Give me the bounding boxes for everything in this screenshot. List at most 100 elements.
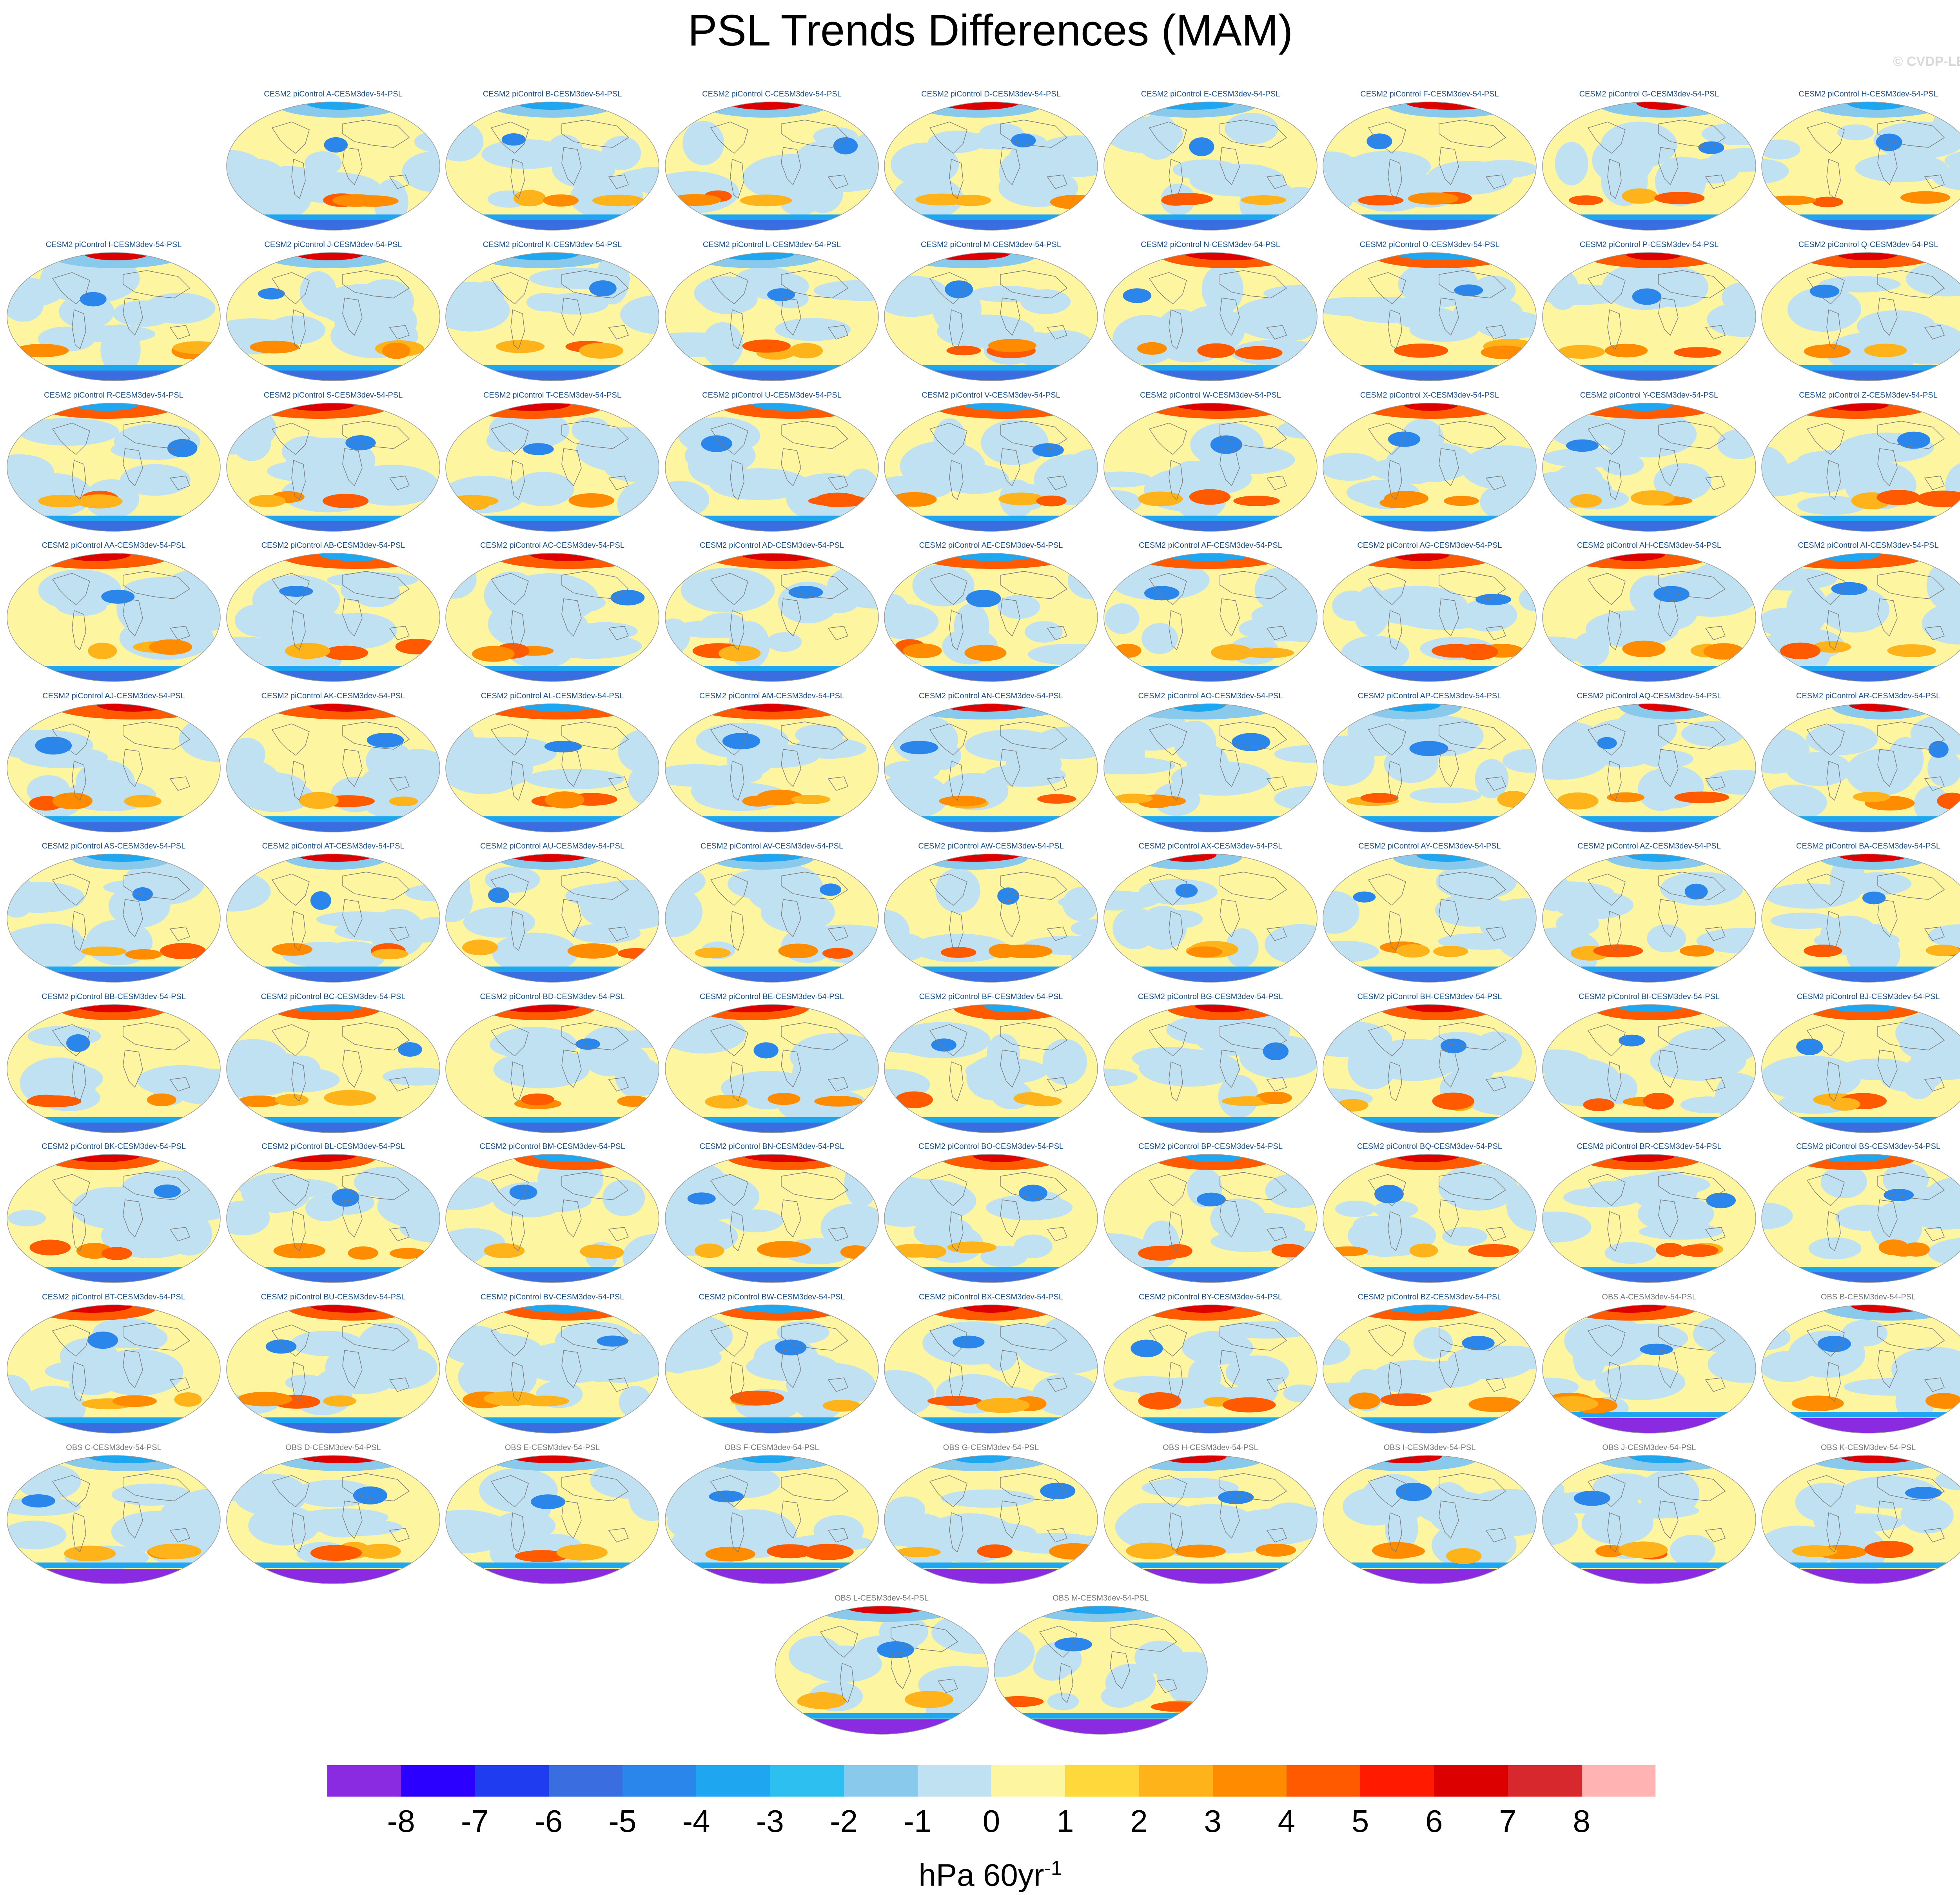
map-contour — [1808, 1237, 1862, 1259]
continent-outline — [561, 598, 582, 637]
globe-outline — [1323, 1305, 1537, 1434]
map-contour — [1864, 1541, 1914, 1558]
map-contour — [1410, 787, 1482, 803]
map-contour — [112, 1395, 157, 1407]
continent-outline — [1806, 1475, 1845, 1507]
panel-title: OBS I-CESM3dev-54-PSL — [1383, 1443, 1476, 1452]
map-contour — [1336, 1099, 1368, 1112]
map-contour — [520, 1305, 610, 1313]
map-contour — [1104, 967, 1317, 972]
map-contour — [63, 1154, 142, 1162]
map-contour — [1323, 365, 1536, 371]
globe-map — [1542, 1154, 1756, 1283]
continent-outline — [271, 1325, 310, 1357]
map-contour — [238, 1178, 338, 1198]
map-contour — [760, 892, 835, 933]
map-contour — [1104, 666, 1317, 671]
globe-map — [1323, 1154, 1537, 1283]
map-contour — [1372, 1542, 1422, 1559]
map-contour — [1914, 785, 1949, 823]
map-contour — [740, 194, 792, 207]
continent-outline — [52, 1024, 90, 1056]
map-contour — [1568, 195, 1603, 205]
continent-outline — [52, 272, 90, 304]
globe-map — [226, 1455, 440, 1584]
map-contour — [1481, 345, 1528, 360]
map-contour — [945, 280, 973, 298]
continent-outline — [1220, 1350, 1240, 1388]
continent-outline — [561, 120, 629, 148]
map-contour — [729, 704, 815, 712]
continent-outline — [1705, 1077, 1726, 1092]
map-contour — [7, 967, 220, 972]
continent-outline — [1607, 1512, 1622, 1553]
map-contour — [969, 285, 1044, 302]
panel-title: OBS J-CESM3dev-54-PSL — [1602, 1443, 1696, 1452]
colorbar-tick-label: 0 — [982, 1804, 1000, 1839]
map-contour — [1440, 1038, 1467, 1054]
map-contour — [1674, 347, 1722, 358]
map-contour — [998, 492, 1045, 505]
globe-outline — [665, 703, 879, 832]
globe-map — [7, 553, 221, 682]
map-contour — [1047, 1693, 1079, 1710]
map-contour — [1632, 288, 1662, 305]
map-panel: OBS J-CESM3dev-54-PSL — [1541, 1443, 1757, 1588]
panel-title: OBS E-CESM3dev-54-PSL — [505, 1443, 600, 1452]
continent-outline — [1388, 309, 1402, 350]
continent-outline — [781, 270, 849, 298]
continent-outline — [1826, 911, 1841, 951]
map-contour — [1218, 1490, 1254, 1504]
map-contour — [446, 967, 659, 972]
map-panel: CESM2 piControl AN-CESM3dev-54-PSL — [883, 691, 1099, 836]
globe-outline — [665, 403, 879, 532]
map-contour — [884, 666, 1098, 671]
map-contour — [485, 867, 540, 893]
map-contour — [1032, 1374, 1098, 1416]
panel-title: OBS D-CESM3dev-54-PSL — [285, 1443, 381, 1452]
continent-outline — [1368, 1325, 1406, 1357]
map-contour — [294, 1479, 374, 1508]
globe-outline — [1542, 854, 1756, 983]
continent-outline — [1924, 325, 1945, 340]
map-contour — [285, 1005, 366, 1012]
continent-outline — [1806, 723, 1845, 756]
map-contour — [1817, 1335, 1851, 1352]
map-panel: CESM2 piControl AR-CESM3dev-54-PSL — [1760, 691, 1960, 836]
panel-title: CESM2 piControl BE-CESM3dev-54-PSL — [700, 992, 844, 1001]
map-contour — [1392, 553, 1450, 561]
map-contour — [961, 1305, 1021, 1313]
globe-outline — [1542, 403, 1756, 532]
map-panel: CESM2 piControl E-CESM3dev-54-PSL — [1102, 89, 1319, 234]
map-contour — [446, 1267, 659, 1272]
map-contour — [1829, 1097, 1860, 1111]
map-contour — [1394, 253, 1488, 260]
map-contour — [665, 967, 878, 972]
globe-map — [1761, 1154, 1960, 1283]
globe-outline — [1761, 403, 1960, 532]
continent-outline — [781, 298, 801, 336]
continent-outline — [1266, 1077, 1287, 1092]
map-panel: CESM2 piControl BR-CESM3dev-54-PSL — [1541, 1142, 1757, 1287]
continent-outline — [1149, 723, 1187, 756]
colorbar-tick-label: 5 — [1351, 1804, 1369, 1839]
map-panel: CESM2 piControl AI-CESM3dev-54-PSL — [1760, 541, 1960, 686]
continent-outline — [1439, 1199, 1459, 1238]
map-contour — [1182, 1331, 1253, 1365]
colorbar-tick-label: -7 — [461, 1804, 489, 1839]
map-contour — [1555, 142, 1588, 185]
panel-title: OBS H-CESM3dev-54-PSL — [1163, 1443, 1258, 1452]
map-contour — [1164, 460, 1252, 496]
continent-outline — [72, 309, 86, 350]
globe-outline — [226, 102, 440, 231]
globe-map — [884, 403, 1098, 532]
map-contour — [791, 738, 867, 759]
globe-outline — [884, 1455, 1098, 1584]
map-contour — [998, 595, 1040, 619]
map-contour — [446, 365, 659, 371]
map-contour — [17, 1464, 81, 1500]
map-contour — [7, 816, 220, 822]
continent-outline — [1607, 911, 1622, 951]
map-contour — [249, 495, 286, 507]
continent-outline — [710, 1475, 748, 1507]
